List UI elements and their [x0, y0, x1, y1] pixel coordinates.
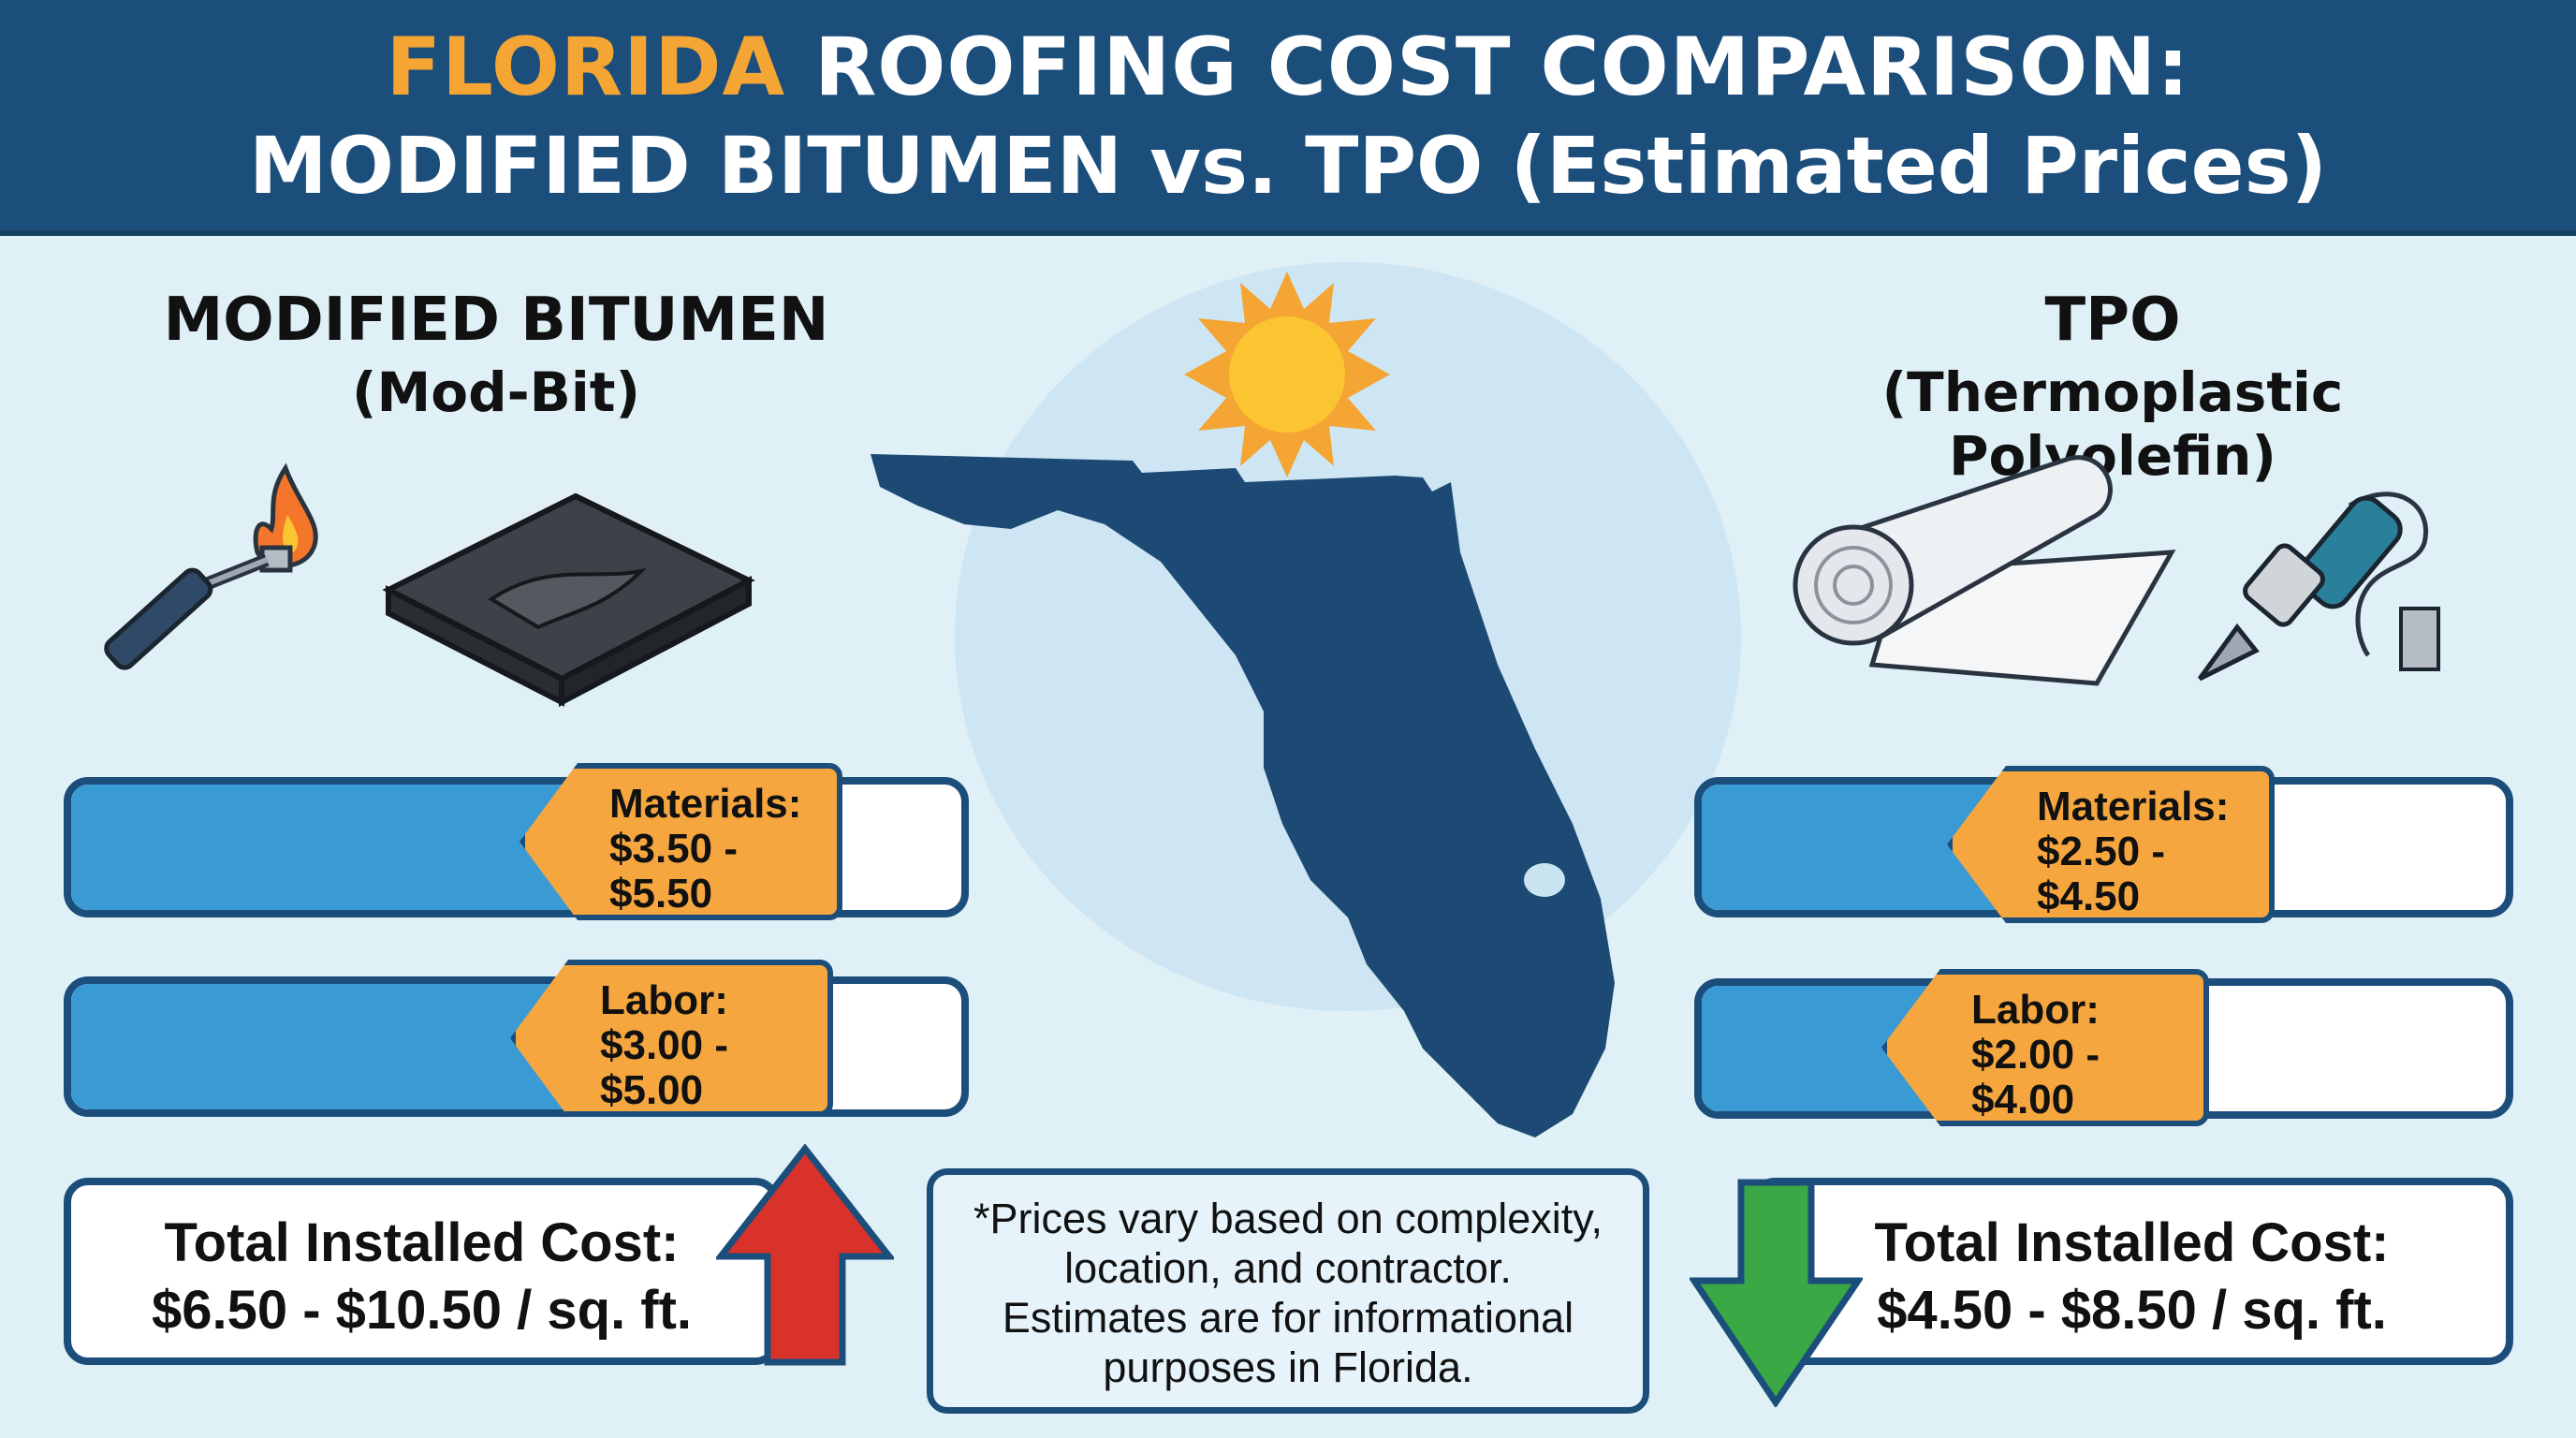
up-arrow-icon — [716, 1144, 894, 1366]
total-label: Total Installed Cost: — [164, 1212, 680, 1273]
mod-bit-subtitle: (Mod-Bit) — [352, 360, 640, 424]
disclaimer-note: *Prices vary based on complexity, locati… — [927, 1168, 1649, 1414]
tag-label: Labor: — [600, 977, 728, 1023]
heat-gun-icon — [2197, 492, 2440, 682]
tag-unit: / sq. ft. — [609, 916, 742, 961]
note-line: Estimates are for informational — [1002, 1294, 1574, 1342]
sun-icon — [1184, 271, 1390, 477]
total-label: Total Installed Cost: — [1874, 1212, 2390, 1273]
torch-icon — [104, 462, 318, 670]
mod-bit-total-box: Total Installed Cost: $6.50 - $10.50 / s… — [64, 1178, 780, 1365]
tpo-subtitle: (Thermoplastic Polyolefin) — [1881, 360, 2344, 488]
page-subtitle: MODIFIED BITUMEN vs. TPO (Estimated Pric… — [248, 120, 2328, 212]
tpo-materials-tag: Materials: $2.50 - $4.50 / sq. ft. — [1947, 766, 2275, 923]
tag-range: $2.00 - $4.00 — [1971, 1032, 2100, 1123]
mod-bit-labor-tag: Labor: $3.00 - $5.00 / sq. ft. — [510, 960, 833, 1117]
tag-label: Labor: — [1971, 987, 2100, 1033]
tag-unit: / sq. ft. — [1971, 1122, 2104, 1167]
tag-range: $2.50 - $4.50 — [2037, 829, 2165, 919]
tpo-labor-tag: Labor: $2.00 - $4.00 / sq. ft. — [1881, 969, 2209, 1126]
note-line: purposes in Florida. — [1103, 1343, 1473, 1391]
total-range: $4.50 - $8.50 / sq. ft. — [1877, 1280, 2387, 1341]
down-arrow-icon — [1690, 1179, 1863, 1407]
membrane-stack-icon — [382, 492, 755, 707]
tpo-title: TPO — [2044, 286, 2181, 355]
tag-range: $3.50 - $5.50 — [609, 826, 738, 917]
note-line: *Prices vary based on complexity, — [973, 1195, 1603, 1242]
mod-bit-title: MODIFIED BITUMEN — [163, 286, 829, 355]
tag-label: Materials: — [2037, 784, 2230, 829]
tag-range: $3.00 - $5.00 — [600, 1022, 728, 1113]
tpo-total-box: Total Installed Cost: $4.50 - $8.50 / sq… — [1750, 1178, 2513, 1365]
tag-unit: / sq. ft. — [600, 1112, 733, 1158]
lake-okeechobee — [1524, 863, 1565, 897]
florida-map-illustration — [871, 262, 1741, 1137]
total-range: $6.50 - $10.50 / sq. ft. — [151, 1280, 693, 1341]
tag-unit: / sq. ft. — [2037, 918, 2170, 964]
header-banner: FLORIDA ROOFING COST COMPARISON: MODIFIE… — [0, 0, 2576, 236]
tag-label: Materials: — [609, 781, 802, 827]
membrane-roll-icon — [1793, 455, 2176, 686]
note-line: location, and contractor. — [1064, 1244, 1512, 1292]
florida-shape — [871, 454, 1615, 1137]
page-title: FLORIDA ROOFING COST COMPARISON: — [386, 21, 2190, 114]
mod-bit-materials-tag: Materials: $3.50 - $5.50 / sq. ft. — [520, 763, 842, 920]
